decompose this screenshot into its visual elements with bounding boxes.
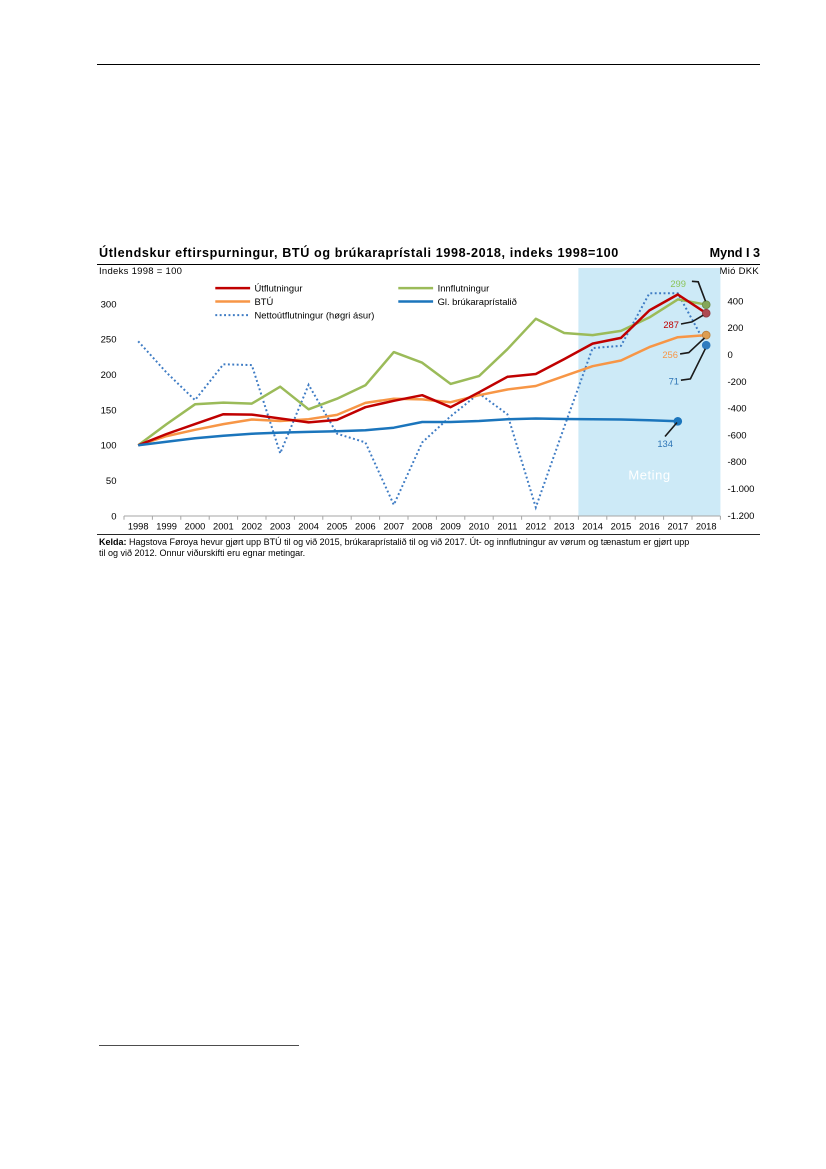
svg-text:0: 0	[111, 511, 116, 522]
svg-text:299: 299	[670, 278, 686, 289]
svg-text:0: 0	[728, 350, 733, 361]
svg-text:50: 50	[106, 476, 117, 487]
svg-text:2012: 2012	[525, 522, 546, 532]
svg-text:BTÚ: BTÚ	[255, 296, 274, 307]
svg-text:2004: 2004	[298, 522, 319, 532]
svg-text:2003: 2003	[270, 522, 291, 532]
svg-text:2000: 2000	[185, 522, 206, 532]
svg-text:2015: 2015	[611, 522, 632, 532]
svg-text:-1.200: -1.200	[728, 511, 755, 522]
svg-text:2017: 2017	[667, 522, 688, 532]
svg-text:400: 400	[728, 296, 744, 307]
svg-text:134: 134	[657, 438, 673, 449]
svg-text:300: 300	[101, 299, 117, 310]
svg-text:287: 287	[663, 319, 679, 330]
svg-text:2007: 2007	[383, 522, 404, 532]
svg-text:1999: 1999	[156, 522, 177, 532]
svg-text:150: 150	[101, 405, 117, 416]
svg-text:71: 71	[669, 375, 679, 386]
svg-text:2018: 2018	[696, 522, 717, 532]
svg-text:-600: -600	[728, 430, 747, 441]
svg-text:250: 250	[101, 335, 117, 346]
svg-text:2016: 2016	[639, 522, 660, 532]
svg-text:-200: -200	[728, 377, 747, 388]
svg-text:Nettoútflutningur (høgri ásur): Nettoútflutningur (høgri ásur)	[255, 309, 375, 320]
svg-text:Innflutningur: Innflutningur	[438, 282, 490, 293]
svg-text:2006: 2006	[355, 522, 376, 532]
svg-text:200: 200	[101, 370, 117, 381]
svg-text:2001: 2001	[213, 522, 234, 532]
svg-text:2014: 2014	[582, 522, 603, 532]
svg-text:-800: -800	[728, 457, 747, 468]
svg-text:1998: 1998	[128, 522, 149, 532]
svg-text:2005: 2005	[327, 522, 348, 532]
svg-text:2011: 2011	[497, 522, 517, 532]
svg-text:100: 100	[101, 441, 117, 452]
svg-text:Meting: Meting	[628, 468, 670, 483]
svg-text:Útflutningur: Útflutningur	[255, 282, 303, 293]
svg-text:Gl. brúkaraprístalið: Gl. brúkaraprístalið	[438, 296, 517, 307]
svg-text:2008: 2008	[412, 522, 433, 532]
svg-text:2002: 2002	[241, 522, 262, 532]
svg-text:200: 200	[728, 323, 744, 334]
svg-text:2013: 2013	[554, 522, 575, 532]
svg-text:256: 256	[662, 349, 678, 360]
svg-text:-400: -400	[728, 404, 747, 415]
svg-text:2009: 2009	[440, 522, 461, 532]
svg-text:-1.000: -1.000	[728, 484, 755, 495]
svg-text:2010: 2010	[469, 522, 490, 532]
